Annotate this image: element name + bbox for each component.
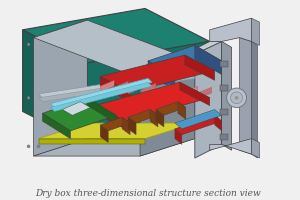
Polygon shape (175, 129, 182, 144)
Polygon shape (142, 83, 156, 95)
Circle shape (27, 145, 30, 148)
Polygon shape (251, 18, 260, 45)
Polygon shape (251, 41, 257, 158)
Polygon shape (50, 78, 152, 108)
Polygon shape (100, 125, 108, 142)
Polygon shape (62, 102, 90, 115)
Polygon shape (180, 82, 210, 106)
Polygon shape (43, 98, 116, 131)
Polygon shape (220, 85, 228, 91)
Circle shape (231, 92, 243, 104)
Polygon shape (128, 82, 142, 94)
Polygon shape (22, 30, 87, 144)
Polygon shape (185, 41, 222, 54)
Polygon shape (34, 20, 195, 78)
Polygon shape (170, 85, 184, 97)
Polygon shape (156, 109, 164, 127)
Circle shape (235, 96, 239, 100)
Polygon shape (251, 139, 260, 158)
Polygon shape (38, 139, 145, 144)
Polygon shape (195, 45, 222, 75)
Polygon shape (38, 123, 195, 139)
Polygon shape (34, 139, 195, 156)
Polygon shape (38, 75, 196, 102)
Polygon shape (128, 109, 158, 123)
Polygon shape (195, 41, 222, 158)
Polygon shape (220, 134, 228, 140)
Polygon shape (210, 139, 251, 154)
Polygon shape (175, 115, 222, 135)
Polygon shape (220, 109, 228, 115)
Circle shape (226, 88, 247, 108)
Polygon shape (122, 117, 130, 135)
Polygon shape (222, 41, 232, 150)
Polygon shape (22, 8, 210, 63)
Polygon shape (140, 61, 195, 156)
Polygon shape (128, 117, 136, 135)
Polygon shape (220, 61, 228, 67)
Polygon shape (184, 86, 198, 98)
Polygon shape (175, 109, 222, 129)
Polygon shape (198, 87, 212, 99)
Circle shape (27, 96, 30, 99)
Circle shape (37, 145, 40, 148)
Polygon shape (185, 55, 215, 80)
Text: Dry box three-dimensional structure section view: Dry box three-dimensional structure sect… (35, 189, 261, 198)
Polygon shape (38, 71, 196, 98)
Polygon shape (178, 102, 186, 119)
Polygon shape (240, 38, 251, 154)
Polygon shape (210, 18, 251, 41)
Polygon shape (150, 109, 158, 127)
Polygon shape (148, 45, 222, 76)
Polygon shape (100, 76, 130, 102)
Polygon shape (87, 41, 210, 144)
Polygon shape (114, 81, 128, 93)
Polygon shape (100, 117, 130, 131)
Polygon shape (215, 115, 222, 131)
Polygon shape (43, 113, 70, 139)
Polygon shape (95, 106, 125, 129)
Polygon shape (50, 82, 152, 111)
Polygon shape (87, 98, 116, 123)
Circle shape (27, 43, 30, 46)
Polygon shape (95, 82, 210, 121)
Polygon shape (34, 20, 87, 156)
Polygon shape (148, 61, 175, 90)
Polygon shape (100, 80, 114, 92)
Polygon shape (100, 55, 215, 92)
Polygon shape (156, 84, 170, 96)
Polygon shape (156, 102, 186, 115)
